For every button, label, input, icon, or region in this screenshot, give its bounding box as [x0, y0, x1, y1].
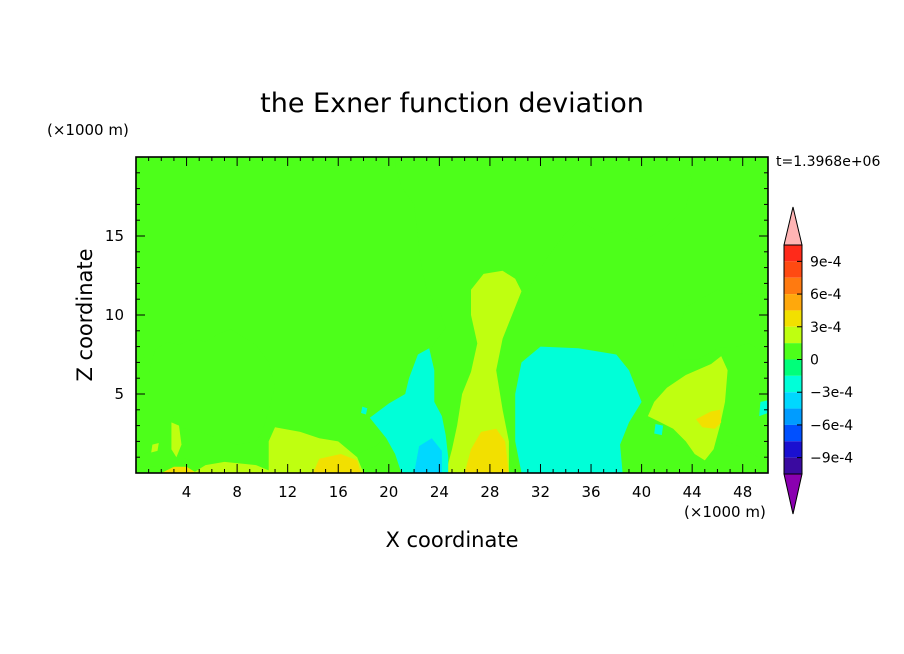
x-axis: 4 8 12 16 20 24 28 32 36 40 44 48 [135, 157, 769, 501]
x-tick-label: 40 [632, 483, 651, 501]
x-tick-label: 24 [430, 483, 449, 501]
contour-region-21 [414, 438, 442, 473]
contour-region-1 [136, 157, 768, 473]
z-units-label: (×1000 m) [47, 121, 129, 139]
colorbar-label: 3e-4 [810, 320, 842, 336]
y-tick-label: 15 [105, 227, 124, 245]
x-tick-label: 4 [182, 483, 192, 501]
x-tick-label: 44 [683, 483, 702, 501]
y-tick-label: 10 [105, 306, 124, 324]
x-tick-label: 20 [379, 483, 398, 501]
contour-region-14 [313, 454, 361, 473]
colorbar-over-arrow [783, 206, 803, 246]
contour-region-8 [647, 356, 728, 461]
x-units-label: (×1000 m) [684, 503, 766, 521]
colorbar-swatch [784, 294, 802, 311]
x-tick-label: 36 [581, 483, 600, 501]
colorbar-label: −3e-4 [810, 385, 853, 401]
colorbar-swatch [784, 261, 802, 278]
contour-region-11 [192, 461, 275, 473]
contour-region-4 [136, 345, 174, 458]
contour-region-10 [151, 443, 159, 453]
contour-region-18 [759, 400, 768, 417]
colorbar-swatch [784, 277, 802, 295]
colorbar-label: 6e-4 [810, 287, 842, 303]
chart-title: the Exner function deviation [260, 88, 644, 119]
contour-region-15 [161, 466, 197, 473]
contour-region-2 [148, 329, 275, 445]
colorbar-swatch [784, 375, 802, 393]
x-axis-label: X coordinate [385, 528, 518, 552]
colorbar-under-arrow [783, 473, 803, 515]
colorbar-label: −9e-4 [810, 451, 853, 467]
contour-region-5 [328, 337, 344, 360]
colorbar-label: 9e-4 [810, 254, 842, 270]
time-label: t=1.3968e+06 [776, 154, 880, 170]
y-tick-label: 5 [114, 385, 124, 403]
colorbar-swatch [784, 408, 802, 425]
x-tick-label: 28 [480, 483, 499, 501]
colorbar: 9e-4 6e-4 3e-4 0 −3e-4 −6e-4 −9e-4 [783, 206, 853, 515]
colorbar-swatch [784, 245, 802, 262]
colorbar-swatch [784, 392, 802, 409]
x-tick-label: 32 [531, 483, 550, 501]
contour-region-16 [515, 346, 642, 473]
colorbar-label: 0 [810, 353, 819, 369]
x-tick-label: 16 [329, 483, 348, 501]
x-tick-label: 48 [733, 483, 752, 501]
contour-regions [136, 157, 768, 473]
contour-region-19 [654, 424, 664, 436]
contour-region-20 [361, 406, 368, 415]
colorbar-label: −6e-4 [810, 418, 853, 434]
colorbar-swatch [784, 441, 802, 458]
contour-region-13 [696, 409, 722, 429]
colorbar-swatch [784, 424, 802, 442]
y-axis-label: Z coordinate [73, 248, 97, 381]
plot-area [136, 157, 768, 473]
colorbar-swatch [784, 457, 802, 474]
contour-region-12 [464, 428, 509, 473]
contour-region-9 [171, 422, 182, 458]
colorbar-swatch [784, 359, 802, 376]
contour-region-3 [673, 289, 768, 360]
x-tick-label: 12 [278, 483, 297, 501]
colorbar-swatch [784, 310, 802, 327]
x-tick-label: 8 [232, 483, 242, 501]
colorbar-swatch [784, 343, 802, 360]
colorbar-swatch [784, 326, 802, 344]
contour-region-6 [445, 270, 522, 473]
y-axis: 5 10 15 [105, 156, 768, 474]
